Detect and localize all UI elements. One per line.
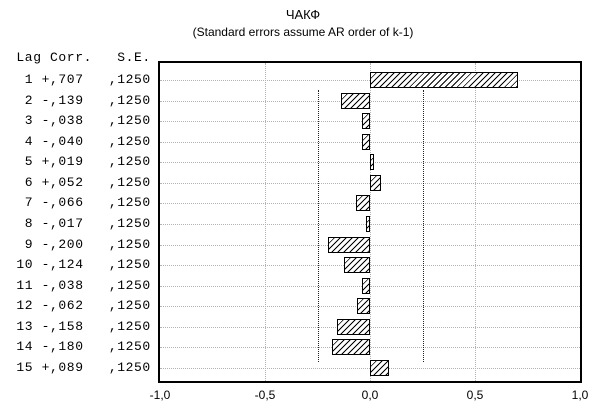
pacf-bar <box>328 236 370 253</box>
gridline-vertical <box>265 63 266 381</box>
pacf-bar <box>361 133 370 150</box>
x-tick-label: 0,0 <box>361 388 379 402</box>
pacf-bar <box>336 318 370 335</box>
gridline-horizontal <box>160 223 580 225</box>
lag-table-row: 11 -,038 ,1250 <box>8 277 151 293</box>
gridline-horizontal <box>160 100 580 102</box>
gridline-horizontal <box>160 285 580 287</box>
lag-table-row: 15 +,089 ,1250 <box>8 359 151 375</box>
pacf-bar <box>356 298 370 315</box>
pacf-bar <box>370 359 389 376</box>
pacf-bar <box>340 92 370 109</box>
lag-table-row: 9 -,200 ,1250 <box>8 236 151 252</box>
gridline-horizontal <box>160 265 580 267</box>
lag-table-row: 5 +,019 ,1250 <box>8 154 151 170</box>
gridline-vertical <box>370 63 371 381</box>
pacf-bar <box>356 195 370 212</box>
lag-table-row: 14 -,180 ,1250 <box>8 339 151 355</box>
lag-table-row: 4 -,040 ,1250 <box>8 133 151 149</box>
confidence-limit-line <box>422 90 424 362</box>
x-tick-label: 1,0 <box>571 388 589 402</box>
gridline-horizontal <box>160 347 580 349</box>
x-tick-label: 0,5 <box>466 388 484 402</box>
chart-title: ЧАКФ <box>285 7 321 22</box>
chart-subtitle: (Standard errors assume AR order of k-1) <box>192 25 414 39</box>
gridline-horizontal <box>160 244 580 246</box>
lag-table-row: 12 -,062 ,1250 <box>8 298 151 314</box>
pacf-bar <box>362 113 370 130</box>
gridline-vertical <box>475 63 476 381</box>
plot-area <box>158 61 582 383</box>
lag-table-header: Lag Corr. S.E. <box>8 50 151 65</box>
lag-table-row: 7 -,066 ,1250 <box>8 195 151 211</box>
confidence-limit-line <box>317 90 319 362</box>
gridline-horizontal <box>160 141 580 143</box>
x-tick-label: -1,0 <box>149 388 171 402</box>
gridline-horizontal <box>160 203 580 205</box>
pacf-bar <box>370 154 374 171</box>
pacf-bar <box>332 339 370 356</box>
lag-table-row: 2 -,139 ,1250 <box>8 92 151 108</box>
lag-table-row: 3 -,038 ,1250 <box>8 113 151 129</box>
lag-table-row: 13 -,158 ,1250 <box>8 318 151 334</box>
pacf-bar <box>370 72 519 88</box>
lag-table-row: 1 +,707 ,1250 <box>8 72 151 87</box>
lag-table-row: 6 +,052 ,1250 <box>8 174 151 190</box>
pacf-bar <box>343 257 370 274</box>
gridline-horizontal <box>160 306 580 308</box>
pacf-bar <box>370 174 381 191</box>
lag-table-row: 10 -,124 ,1250 <box>8 257 151 273</box>
x-tick-label: -0,5 <box>254 388 276 402</box>
pacf-bar <box>366 215 370 232</box>
gridline-horizontal <box>160 326 580 328</box>
gridline-horizontal <box>160 121 580 123</box>
pacf-bar <box>362 277 370 294</box>
lag-table-row: 8 -,017 ,1250 <box>8 215 151 231</box>
